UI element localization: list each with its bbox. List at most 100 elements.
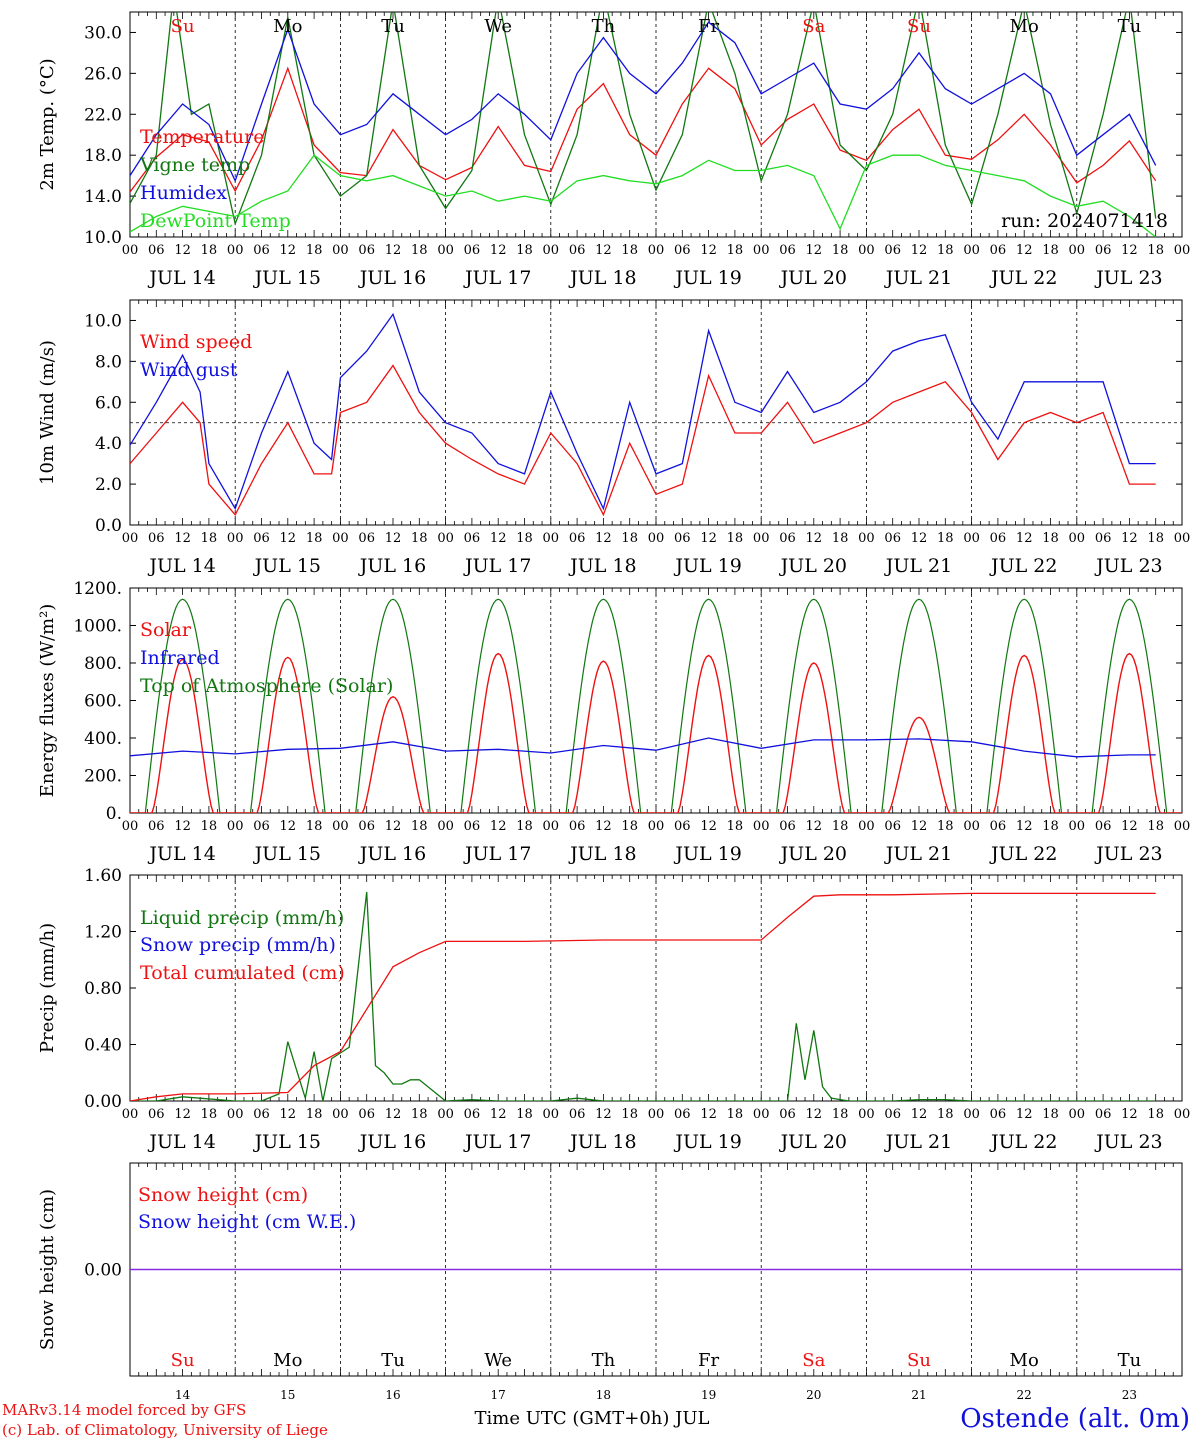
legend-temperature: Temperature [140,126,264,148]
y-tick-label: 1.20 [84,923,122,943]
weekday-label-bottom: Th [592,1350,616,1371]
hour-label: 06 [569,243,586,258]
hour-label: 06 [674,243,691,258]
hour-label: 00 [1174,819,1191,834]
hour-label: 12 [490,819,507,834]
hour-label: 12 [385,1107,402,1122]
panel-1: 10.0 14.0 18.0 22.0 26.0 30.0 2m Temp. (°C) 00 0… [37,11,1190,289]
hour-label: 06 [779,1107,796,1122]
hour-label: 00 [1069,819,1086,834]
hour-label: 00 [227,531,244,546]
series-line-liquid-precip-mm-h- [130,891,1156,1101]
y-axis-label: Precip (mm/h) [37,923,58,1053]
series-line-top-of-atmosphere [130,598,1182,813]
hour-label: 06 [1095,531,1112,546]
weekday-label-bottom: Fr [698,1350,719,1371]
date-label: JUL 15 [253,555,321,577]
date-label: JUL 23 [1094,555,1162,577]
hour-label: 12 [490,243,507,258]
hour-label: 12 [806,819,823,834]
hour-label: 06 [148,531,165,546]
date-label: JUL 16 [358,555,426,577]
panel-2: 0.0 2.0 4.0 6.0 8.0 10.0 10m Wind (m/s) 00 06 12 1… [37,299,1190,577]
weekday-label-bottom: Tu [381,1350,405,1371]
hour-label: 00 [963,1107,980,1122]
hour-label: 00 [753,531,770,546]
hour-label: 00 [437,243,454,258]
date-label: JUL 14 [147,843,215,865]
date-label: JUL 21 [884,555,952,577]
date-label: JUL 19 [673,555,741,577]
legend-top-of-atmosphere-solar-: Top of Atmosphere (Solar) [140,675,393,697]
hour-label: 00 [227,819,244,834]
hour-label: 12 [806,531,823,546]
hour-label: 12 [1016,531,1033,546]
hour-ticks [129,1163,1183,1376]
weekday-label-top: Fr [698,16,719,37]
hour-label: 18 [306,1107,323,1122]
y-tick-label: 8.0 [95,352,122,372]
hour-label: 12 [174,819,191,834]
weekday-label-bottom: Tu [1118,1350,1142,1371]
hour-label: 00 [858,243,875,258]
hour-label: 00 [963,243,980,258]
day-separators [234,588,1078,813]
hour-label: 12 [385,819,402,834]
hour-label: 18 [1042,1107,1059,1122]
hour-label: 18 [1147,819,1164,834]
hour-label: 00 [1069,1107,1086,1122]
day-separators [234,875,1078,1101]
y-tick-label: 0. [106,804,122,824]
hour-label: 18 [411,531,428,546]
hour-label: 12 [595,1107,612,1122]
hour-label: 00 [858,531,875,546]
hour-label: 12 [806,243,823,258]
footer-model: MARv3.14 model forced by GFS [2,1401,246,1419]
series-group [130,12,1157,237]
hour-label: 18 [411,1107,428,1122]
hour-label: 12 [490,531,507,546]
hour-label: 18 [937,531,954,546]
hour-label: 00 [437,819,454,834]
hour-label: 06 [358,243,375,258]
date-label: JUL 21 [884,1131,952,1153]
weekday-label-bottom: Sa [802,1350,825,1371]
hour-label: 00 [858,1107,875,1122]
hour-label: 18 [727,531,744,546]
legend-humidex: Humidex [140,182,227,204]
hour-label: 12 [1016,819,1033,834]
hour-label: 06 [674,819,691,834]
hour-label: 18 [832,819,849,834]
hour-label: 18 [411,819,428,834]
day-number-label: 16 [385,1388,400,1402]
day-number-label: 18 [596,1388,611,1402]
weekday-label-top: Su [907,16,931,37]
date-label: JUL 15 [253,267,321,289]
date-label: JUL 22 [989,843,1057,865]
date-label: JUL 17 [463,843,531,865]
date-label: JUL 22 [989,555,1057,577]
day-separators [234,12,1078,237]
y-tick-label: 10.0 [84,311,122,331]
panel-3: 0. 200. 400. 600. 800. 1000. 1200. Energy fluxe… [37,579,1190,865]
hour-label: 12 [280,819,297,834]
y-axis-label: 2m Temp. (°C) [37,58,58,190]
hour-label: 00 [122,1107,139,1122]
y-tick-label: 14.0 [84,187,122,207]
hour-label: 00 [332,1107,349,1122]
legend-solar: Solar [140,619,192,641]
hour-ticks [129,588,1183,813]
y-axis-label: Snow height (cm) [37,1189,58,1350]
hour-label: 00 [1069,531,1086,546]
date-label: JUL 21 [884,267,952,289]
hour-label: 00 [963,819,980,834]
legend-snow-height-cm-w-e-: Snow height (cm W.E.) [138,1211,356,1233]
hour-label: 18 [937,819,954,834]
y-tick-label: 600. [84,692,122,712]
hour-label: 06 [464,531,481,546]
date-label: JUL 18 [568,555,636,577]
hour-label: 06 [1095,819,1112,834]
date-label: JUL 23 [1094,1131,1162,1153]
date-label: JUL 14 [147,1131,215,1153]
